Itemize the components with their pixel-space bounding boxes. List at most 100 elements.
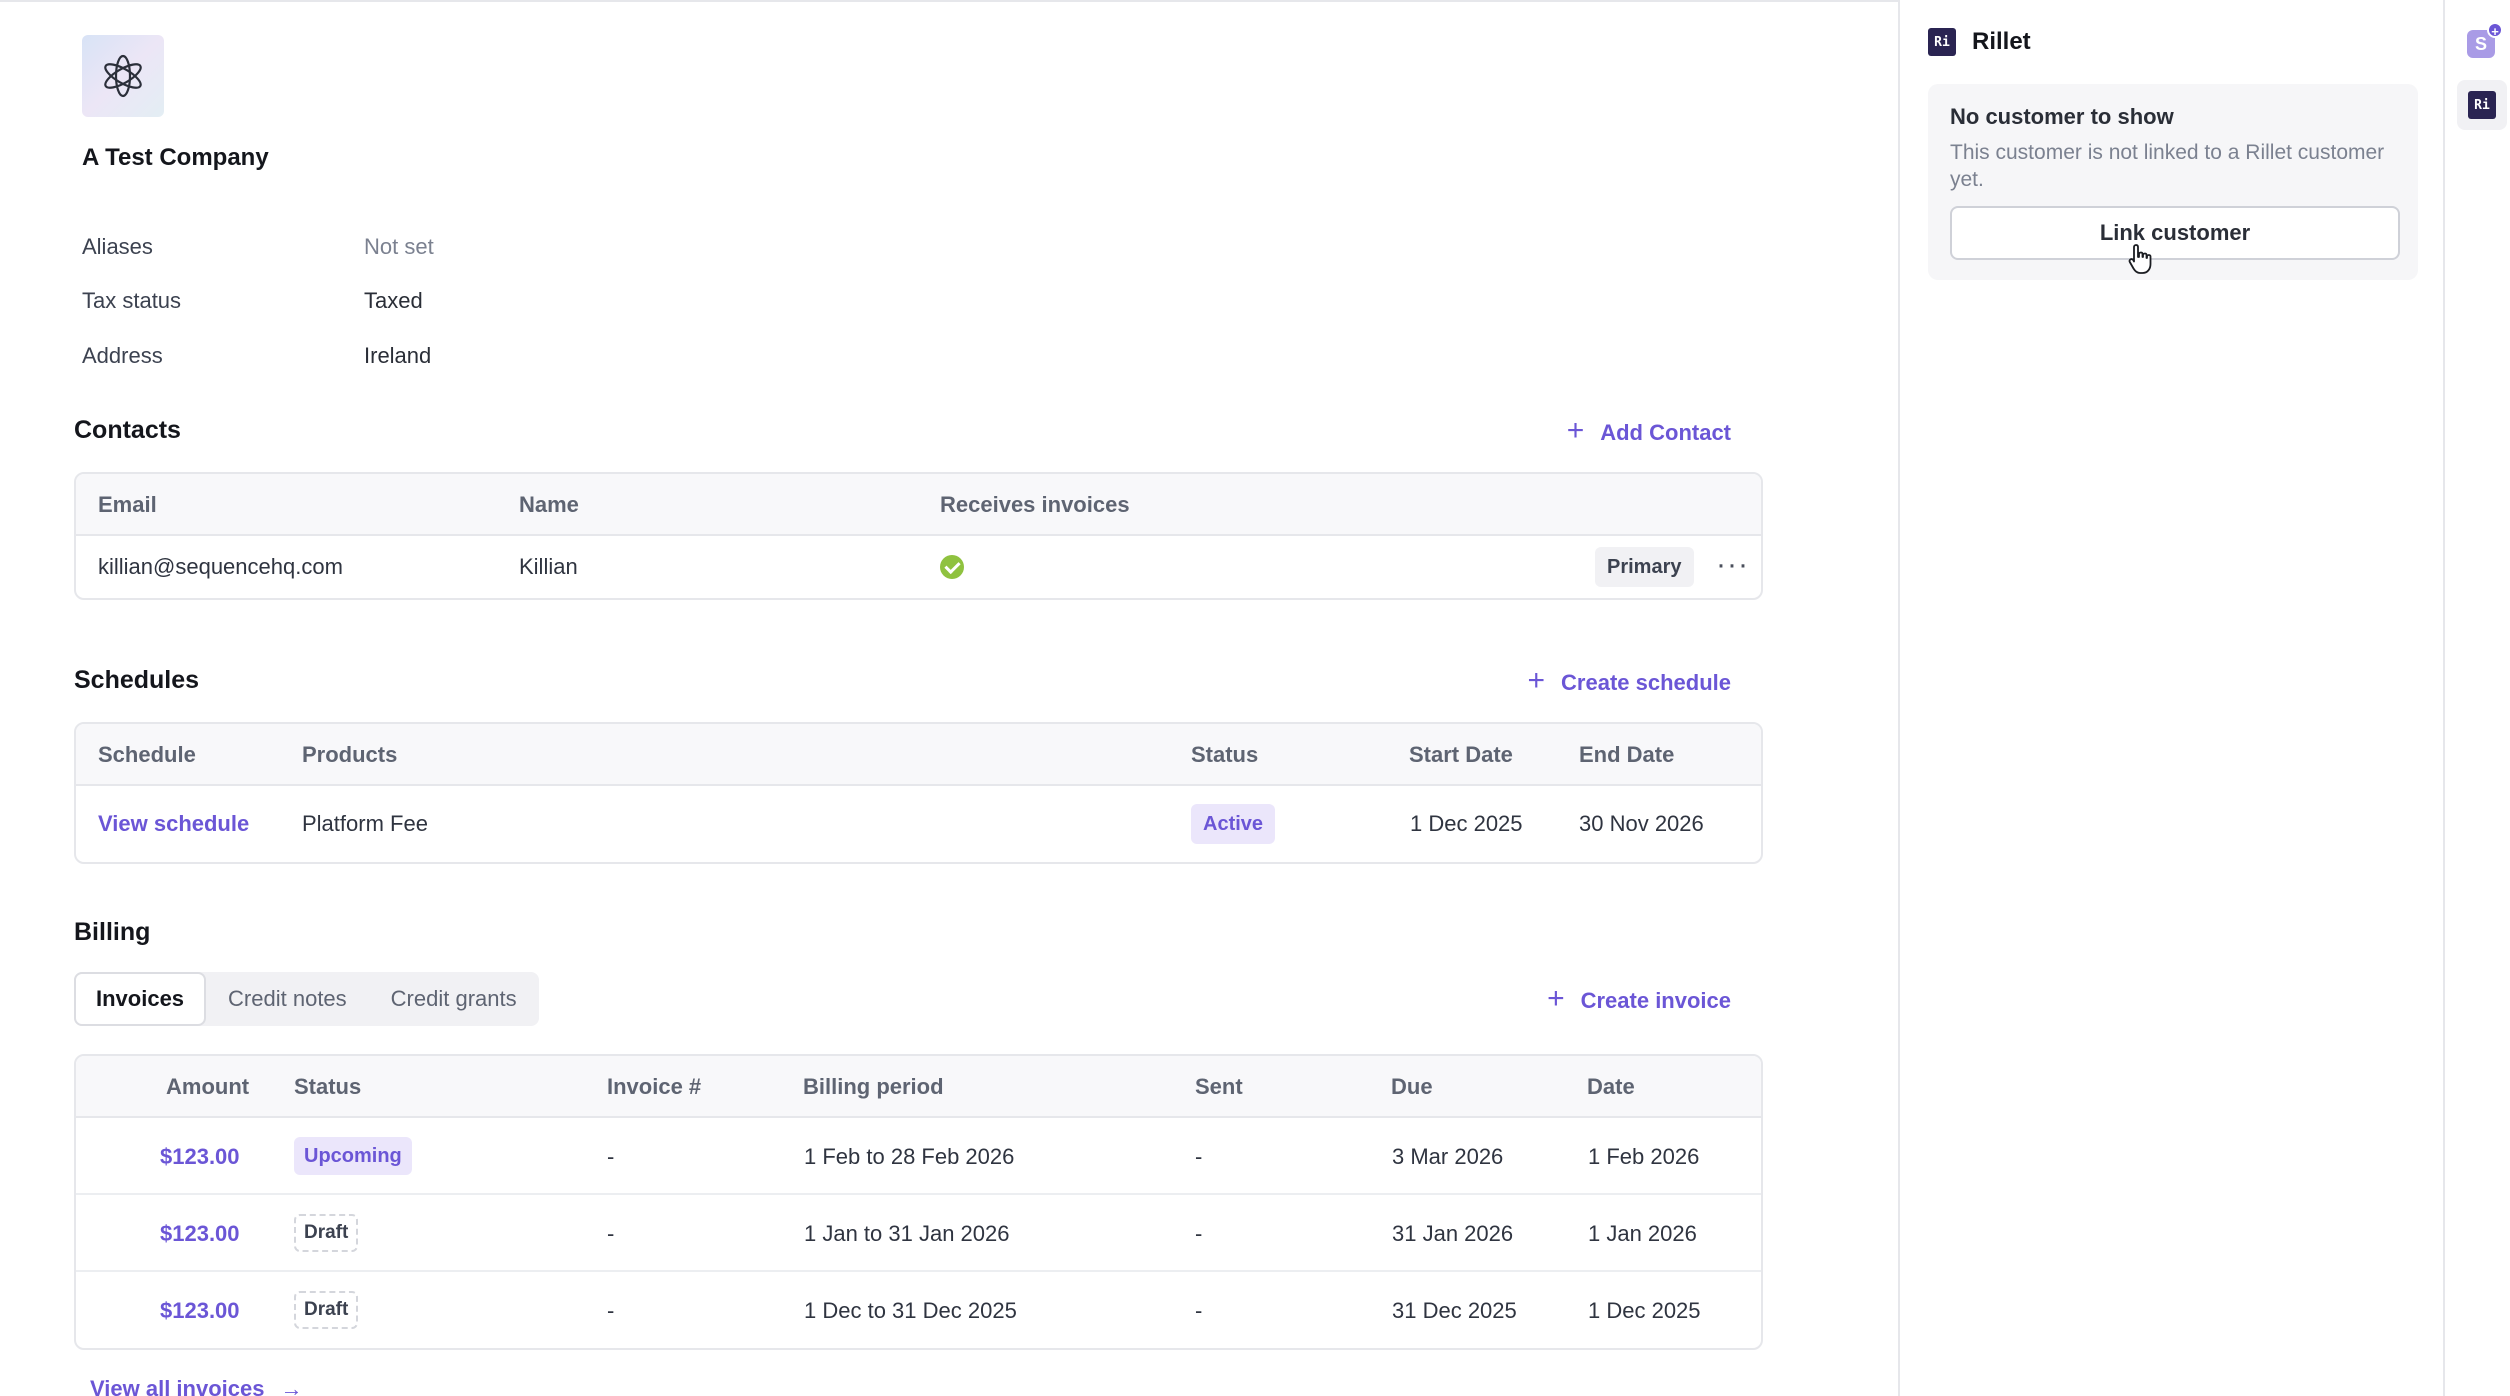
detail-row-aliases: Aliases Not set — [82, 227, 682, 267]
col-status: Status — [1191, 742, 1259, 767]
invoice-due: 31 Jan 2026 — [1392, 1221, 1514, 1246]
hand-cursor-icon — [2128, 244, 2152, 274]
schedule-end-date: 30 Nov 2026 — [1579, 811, 1704, 836]
billing-actions: + Create invoice — [74, 980, 1747, 1020]
table-row[interactable]: $123.00 Upcoming - 1 Feb to 28 Feb 2026 … — [76, 1118, 1761, 1195]
invoice-number: - — [607, 1144, 615, 1169]
card-title: No customer to show — [1950, 104, 2174, 129]
table-row[interactable]: $123.00 Draft - 1 Jan to 31 Jan 2026 - 3… — [76, 1195, 1761, 1272]
company-logo — [82, 35, 164, 117]
col-invoice-number: Invoice # — [607, 1074, 702, 1099]
view-schedule-link[interactable]: View schedule — [98, 811, 250, 836]
plus-icon: + — [1566, 414, 1585, 447]
col-sent: Sent — [1195, 1074, 1243, 1099]
detail-value[interactable]: Not set — [364, 234, 434, 259]
contact-name: Killian — [519, 554, 578, 579]
create-schedule-button[interactable]: + Create schedule — [1527, 664, 1732, 697]
col-start-date: Start Date — [1409, 742, 1513, 767]
detail-label: Tax status — [82, 288, 182, 313]
detail-label: Aliases — [82, 234, 153, 259]
primary-badge: Primary — [1595, 547, 1694, 587]
invoice-date: 1 Jan 2026 — [1588, 1221, 1697, 1246]
receives-invoices-check — [940, 555, 964, 585]
detail-value[interactable]: Taxed — [364, 288, 423, 313]
check-circle-icon — [940, 555, 964, 579]
col-end-date: End Date — [1579, 742, 1675, 767]
col-billing-period: Billing period — [803, 1074, 944, 1099]
invoice-status: Draft — [294, 1214, 359, 1252]
sequence-app-letter: S — [2474, 33, 2487, 54]
status-badge: Upcoming — [294, 1137, 412, 1175]
invoice-billing-period: 1 Feb to 28 Feb 2026 — [804, 1144, 1015, 1169]
invoices-table-header: Amount Status Invoice # Billing period S… — [76, 1056, 1761, 1118]
create-schedule-label: Create schedule — [1561, 669, 1731, 695]
status-badge: Draft — [294, 1291, 359, 1329]
invoice-date: 1 Feb 2026 — [1588, 1144, 1700, 1169]
add-contact-button[interactable]: + Add Contact — [1566, 414, 1731, 447]
apps-rail: S + Ri — [2443, 0, 2510, 1396]
tab-credit-grants[interactable]: Credit grants — [390, 986, 517, 1011]
more-options-icon[interactable]: ··· — [1716, 548, 1749, 581]
contact-email: killian@sequencehq.com — [98, 554, 343, 579]
billing-title: Billing — [74, 918, 151, 946]
billing-tabs: Invoices Credit notes Credit grants — [74, 972, 539, 1026]
tab-credit-notes[interactable]: Credit notes — [228, 986, 347, 1011]
invoice-status: Draft — [294, 1291, 359, 1329]
panel-header: Ri Rillet — [1928, 28, 2031, 56]
plus-icon: + — [1527, 664, 1546, 697]
invoice-sent: - — [1195, 1298, 1203, 1323]
create-invoice-label: Create invoice — [1580, 987, 1731, 1013]
plus-icon: + — [1547, 982, 1565, 1015]
schedules-header: Schedules + Create schedule — [74, 662, 1747, 702]
contacts-table: Email Name Receives invoices killian@seq… — [74, 472, 1763, 600]
contacts-header: Contacts + Add Contact — [74, 412, 1747, 452]
contacts-table-header: Email Name Receives invoices — [76, 474, 1761, 536]
view-all-invoices-label: View all invoices — [90, 1376, 265, 1396]
atom-flower-icon — [104, 54, 142, 98]
rillet-app-button[interactable]: Ri — [2457, 80, 2507, 130]
invoices-table: Amount Status Invoice # Billing period S… — [74, 1054, 1763, 1350]
invoice-amount[interactable]: $123.00 — [160, 1298, 240, 1323]
schedules-title: Schedules — [74, 666, 200, 694]
table-row[interactable]: $123.00 Draft - 1 Dec to 31 Dec 2025 - 3… — [76, 1272, 1761, 1348]
status-badge: Active — [1191, 804, 1276, 844]
sequence-app-icon[interactable]: S + — [2467, 22, 2503, 58]
invoice-date: 1 Dec 2025 — [1588, 1298, 1701, 1323]
col-amount: Amount — [166, 1074, 250, 1099]
company-name: A Test Company — [82, 144, 269, 171]
link-customer-button[interactable]: Link customer — [1950, 206, 2400, 260]
invoice-due: 3 Mar 2026 — [1392, 1144, 1504, 1169]
detail-row-address: Address Ireland — [82, 336, 682, 376]
tab-invoices[interactable]: Invoices — [74, 972, 207, 1026]
table-row[interactable]: killian@sequencehq.com Killian Primary ·… — [76, 536, 1761, 598]
arrow-right-icon: → — [280, 1376, 303, 1396]
invoice-sent: - — [1195, 1221, 1203, 1246]
col-date: Date — [1587, 1074, 1635, 1099]
invoice-number: - — [607, 1298, 615, 1323]
invoice-amount[interactable]: $123.00 — [160, 1221, 240, 1246]
schedule-products: Platform Fee — [302, 811, 428, 836]
col-receives-invoices: Receives invoices — [940, 492, 1130, 517]
create-invoice-button[interactable]: + Create invoice — [1547, 982, 1731, 1015]
col-due: Due — [1391, 1074, 1433, 1099]
rillet-icon: Ri — [1928, 28, 1956, 56]
add-badge-icon: + — [2487, 22, 2503, 39]
rillet-panel: Ri Rillet No customer to show This custo… — [1898, 0, 2443, 1396]
col-schedule: Schedule — [98, 742, 196, 767]
col-status: Status — [294, 1074, 362, 1099]
schedules-table-header: Schedule Products Status Start Date End … — [76, 724, 1761, 786]
add-contact-label: Add Contact — [1600, 419, 1731, 445]
top-border — [0, 0, 2510, 2]
no-customer-card: No customer to show This customer is not… — [1928, 84, 2418, 280]
rillet-app-icon: Ri — [2468, 91, 2496, 119]
view-all-invoices-link[interactable]: View all invoices → — [90, 1376, 302, 1396]
detail-value[interactable]: Ireland — [364, 343, 432, 368]
detail-row-tax-status: Tax status Taxed — [82, 281, 682, 321]
card-description: This customer is not linked to a Rillet … — [1950, 141, 2385, 191]
invoice-status: Upcoming — [294, 1137, 412, 1175]
invoice-amount[interactable]: $123.00 — [160, 1144, 240, 1169]
table-row[interactable]: View schedule Platform Fee Active 1 Dec … — [76, 786, 1761, 862]
status-badge: Draft — [294, 1214, 359, 1252]
col-email: Email — [98, 492, 157, 517]
detail-label: Address — [82, 343, 163, 368]
